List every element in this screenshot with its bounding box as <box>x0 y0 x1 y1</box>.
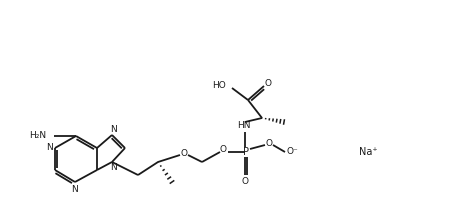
Text: O: O <box>180 149 187 158</box>
Text: N: N <box>71 185 78 194</box>
Text: H₂N: H₂N <box>29 131 46 140</box>
Text: Na⁺: Na⁺ <box>358 147 377 157</box>
Text: O: O <box>219 145 226 154</box>
Text: O: O <box>241 176 248 186</box>
Text: O: O <box>264 79 271 88</box>
Text: P: P <box>243 147 249 157</box>
Text: N: N <box>110 125 117 135</box>
Text: N: N <box>46 144 53 153</box>
Text: N: N <box>110 163 117 172</box>
Text: O⁻: O⁻ <box>285 148 297 157</box>
Text: HN: HN <box>237 121 250 130</box>
Text: HO: HO <box>212 82 226 90</box>
Text: O: O <box>265 139 272 149</box>
